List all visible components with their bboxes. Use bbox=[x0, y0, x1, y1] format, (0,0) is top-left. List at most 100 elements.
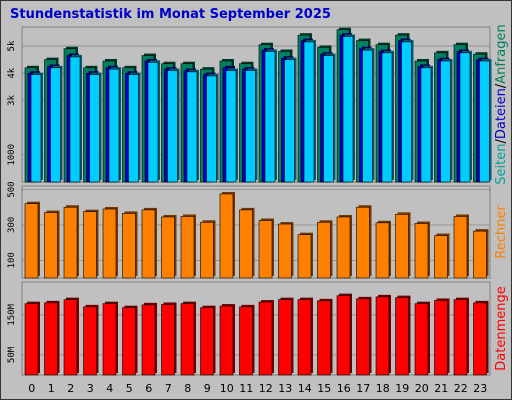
bar-rechner-10 bbox=[219, 191, 235, 279]
bar-seiten-1 bbox=[50, 65, 63, 183]
bar-rechner-3 bbox=[83, 209, 99, 279]
bar-rechner-5 bbox=[122, 211, 138, 279]
panel-bot-plot-area bbox=[21, 281, 491, 376]
x-tick-label: 22 bbox=[454, 382, 468, 395]
bar-rechner-19 bbox=[395, 212, 411, 279]
bar-rechner-8 bbox=[180, 214, 196, 279]
bar-seiten-4 bbox=[108, 67, 121, 183]
bar-rechner-7 bbox=[161, 214, 177, 279]
bar-datenmenge-17 bbox=[356, 296, 372, 376]
bar-seiten-10 bbox=[225, 68, 238, 183]
panel-bot: 50M 150M Datenmenge bbox=[7, 281, 509, 376]
x-tick-label: 0 bbox=[28, 382, 35, 395]
bar-seiten-5 bbox=[128, 72, 141, 183]
bar-seiten-11 bbox=[245, 68, 258, 183]
x-tick-label: 12 bbox=[259, 382, 273, 395]
bar-rechner-9 bbox=[200, 220, 216, 279]
x-tick-label: 17 bbox=[356, 382, 370, 395]
bar-seiten-3 bbox=[89, 72, 102, 183]
bar-datenmenge-4 bbox=[102, 301, 118, 376]
x-tick-label: 4 bbox=[106, 382, 113, 395]
bar-seiten-20 bbox=[420, 65, 433, 183]
bar-seiten-0 bbox=[30, 72, 43, 183]
bar-seiten-17 bbox=[362, 48, 375, 183]
bar-seiten-14 bbox=[303, 39, 316, 183]
bar-rechner-0 bbox=[24, 201, 40, 279]
y-tick-label: 150M bbox=[7, 303, 17, 325]
bar-rechner-2 bbox=[63, 205, 79, 279]
y-tick-label: 50M bbox=[7, 346, 17, 363]
x-tick-label: 19 bbox=[395, 382, 409, 395]
y-tick-label: 3k bbox=[7, 94, 17, 105]
panel-mid: 100 300 500 Rechner bbox=[7, 181, 509, 279]
x-tick-label: 8 bbox=[184, 382, 191, 395]
bar-rechner-4 bbox=[102, 207, 118, 279]
bar-seiten-15 bbox=[323, 53, 336, 183]
bar-datenmenge-6 bbox=[141, 302, 157, 376]
x-axis: 0 1 2 3 4 5 6 7 8 9 10 11 12 13 14 15 16 17 18 19 20 21 22 23 bbox=[28, 382, 487, 395]
x-tick-label: 2 bbox=[67, 382, 74, 395]
bar-rechner-13 bbox=[278, 222, 294, 279]
bar-rechner-16 bbox=[336, 214, 352, 279]
legend-label: / bbox=[494, 83, 509, 88]
bar-seiten-9 bbox=[206, 73, 219, 183]
bar-datenmenge-18 bbox=[375, 294, 391, 376]
bar-seiten-16 bbox=[342, 34, 355, 183]
panel-top-legend: Seiten/Dateien/Anfragen bbox=[494, 24, 509, 184]
bar-datenmenge-0 bbox=[24, 301, 40, 376]
bar-seiten-22 bbox=[459, 50, 472, 183]
x-tick-label: 6 bbox=[145, 382, 152, 395]
bar-seiten-6 bbox=[147, 60, 160, 183]
y-tick-label: 300 bbox=[7, 217, 17, 233]
x-tick-label: 13 bbox=[278, 382, 292, 395]
bar-datenmenge-2 bbox=[63, 297, 79, 376]
x-tick-label: 1 bbox=[48, 382, 55, 395]
bar-seiten-7 bbox=[167, 68, 180, 183]
bar-datenmenge-20 bbox=[414, 301, 430, 376]
y-tick-label: 5k bbox=[7, 40, 17, 51]
bar-rechner-15 bbox=[317, 220, 333, 279]
bar-rechner-14 bbox=[297, 232, 313, 279]
bar-datenmenge-14 bbox=[297, 297, 313, 376]
bar-rechner-20 bbox=[414, 221, 430, 279]
bar-rechner-6 bbox=[141, 207, 157, 279]
bar-datenmenge-1 bbox=[44, 300, 60, 376]
bar-datenmenge-21 bbox=[434, 298, 450, 376]
x-tick-label: 10 bbox=[220, 382, 234, 395]
panel-mid-legend: Rechner bbox=[494, 205, 509, 259]
x-tick-label: 14 bbox=[298, 382, 312, 395]
bar-seiten-19 bbox=[401, 39, 414, 183]
bar-rechner-11 bbox=[239, 207, 255, 279]
legend-label: Seiten bbox=[494, 144, 509, 185]
x-tick-label: 23 bbox=[473, 382, 487, 395]
bar-datenmenge-8 bbox=[180, 301, 196, 376]
bar-datenmenge-16 bbox=[336, 293, 352, 376]
bar-seiten-2 bbox=[69, 54, 82, 183]
bar-seiten-21 bbox=[440, 58, 453, 183]
x-tick-label: 3 bbox=[87, 382, 94, 395]
legend-label: Dateien bbox=[494, 88, 509, 139]
bar-rechner-12 bbox=[258, 218, 274, 279]
bar-rechner-21 bbox=[434, 233, 450, 279]
x-tick-label: 21 bbox=[434, 382, 448, 395]
legend-label: / bbox=[494, 139, 509, 144]
x-tick-label: 15 bbox=[317, 382, 331, 395]
panels-group: 10003k4k5kSeiten/Dateien/Anfragen1003005… bbox=[7, 24, 509, 376]
bar-rechner-1 bbox=[44, 210, 60, 279]
bar-seiten-8 bbox=[186, 69, 199, 183]
y-tick-label: 1000 bbox=[7, 144, 17, 166]
y-tick-label: 500 bbox=[7, 181, 17, 197]
bar-seiten-18 bbox=[381, 50, 394, 183]
legend-label: Rechner bbox=[494, 205, 509, 259]
bar-datenmenge-23 bbox=[473, 300, 489, 376]
bar-datenmenge-9 bbox=[200, 305, 216, 376]
legend-label: Datenmenge bbox=[494, 286, 509, 370]
bar-seiten-23 bbox=[479, 58, 492, 183]
x-tick-label: 11 bbox=[239, 382, 253, 395]
bar-datenmenge-12 bbox=[258, 300, 274, 376]
panel-bot-legend: Datenmenge bbox=[494, 286, 509, 370]
bar-datenmenge-3 bbox=[83, 304, 99, 376]
x-tick-label: 7 bbox=[165, 382, 172, 395]
